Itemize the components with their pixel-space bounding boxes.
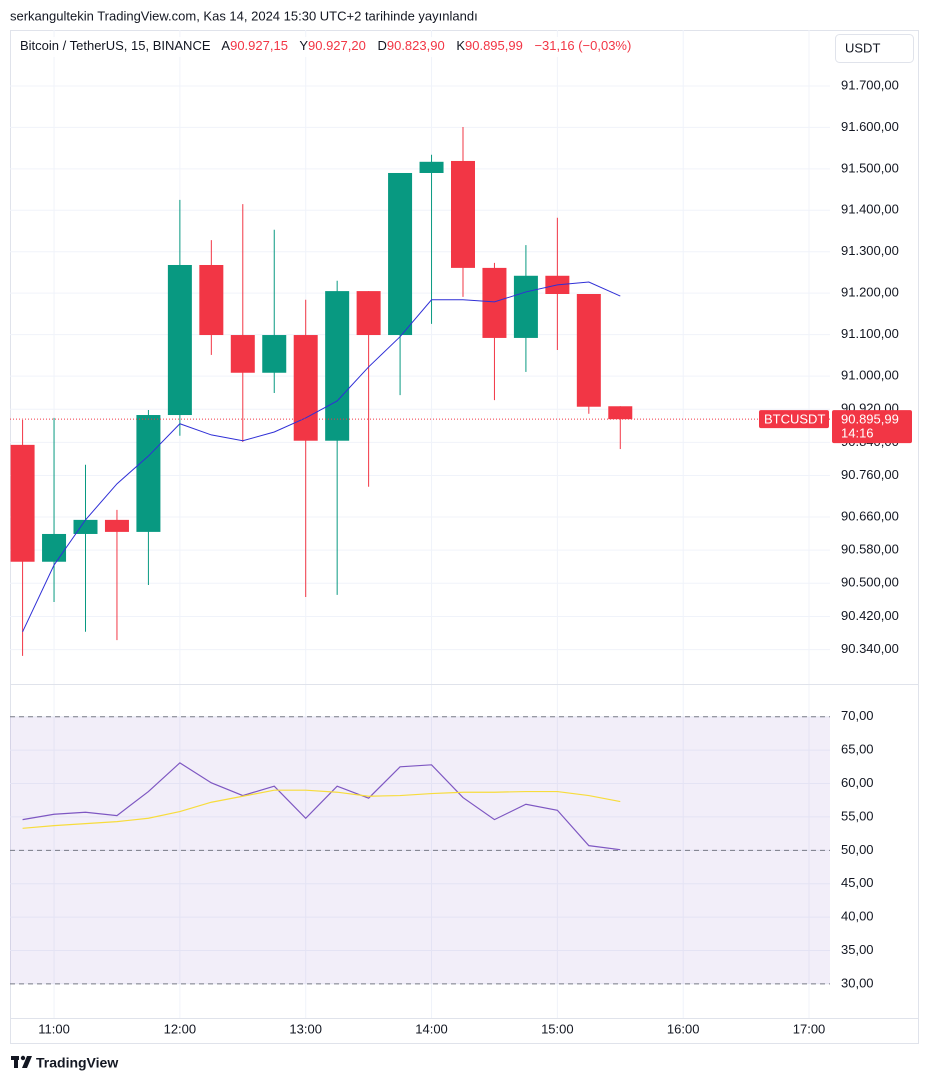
y-tick-label: 91.400,00	[841, 202, 899, 217]
y-tick-label: 91.500,00	[841, 160, 899, 175]
candle-body	[73, 519, 98, 534]
legend-value: 90.927,15	[230, 38, 288, 53]
y-tick-label: 91.100,00	[841, 326, 899, 341]
y-tick-label: 91.300,00	[841, 243, 899, 258]
legend-key: K	[456, 38, 465, 53]
candle-body	[10, 444, 35, 562]
candle-body	[450, 160, 475, 268]
mark-layer	[10, 126, 830, 851]
candle-body	[199, 264, 224, 336]
candle-body	[167, 264, 192, 416]
line-series	[22, 281, 621, 632]
line-series	[22, 762, 621, 851]
y-tick-label: 90.760,00	[841, 467, 899, 482]
y-tick-label: 65,00	[841, 742, 874, 757]
legend-key: D	[377, 38, 386, 53]
symbol-label: BTCUSDT	[764, 412, 825, 427]
y-tick-label: 90.420,00	[841, 608, 899, 623]
y-tick-label: 90.340,00	[841, 641, 899, 656]
logo-text: TradingView	[36, 1055, 118, 1071]
candle-body	[230, 335, 255, 373]
y-tick-label: 30,00	[841, 975, 874, 990]
legend-value: 90.927,20	[308, 38, 366, 53]
candle-body	[136, 415, 161, 532]
x-tick-label: 16:00	[667, 1021, 700, 1036]
published-note: serkangultekin TradingView.com, Kas 14, …	[10, 8, 478, 23]
y-tick-label: 55,00	[841, 808, 874, 823]
y-tick-label: 70,00	[841, 708, 874, 723]
line-series	[22, 789, 621, 829]
candle-body	[42, 533, 67, 562]
legend-bg	[12, 37, 652, 57]
legend-value: 90.823,90	[387, 38, 445, 53]
x-tick-label: 15:00	[541, 1021, 574, 1036]
y-tick-label: 35,00	[841, 942, 874, 957]
price-label-bg	[832, 410, 912, 444]
legend-title: Bitcoin / TetherUS, 15, BINANCE	[20, 38, 211, 53]
x-tick-label: 11:00	[38, 1021, 70, 1036]
y-tick-label: 60,00	[841, 775, 874, 790]
candle-body	[356, 291, 381, 336]
grid-layer	[10, 30, 830, 1018]
legend-change: −31,16 (−0,03%)	[534, 38, 631, 53]
legend: Bitcoin / TetherUS, 15, BINANCE A90.927,…	[20, 38, 631, 53]
x-tick-label: 13:00	[289, 1021, 322, 1036]
y-tick-label: 91.200,00	[841, 285, 899, 300]
currency-button[interactable]	[835, 34, 914, 63]
y-tick-label: 91.600,00	[841, 119, 899, 134]
logo-icon	[11, 1055, 32, 1068]
y-tick-label: 40,00	[841, 909, 874, 924]
plot-layer: 91.700,00 91.600,00 91.500,00 91.400,00 91.3…	[10, 30, 899, 1036]
y-tick-label: 45,00	[841, 875, 874, 890]
legend-value: 90.895,99	[465, 38, 523, 53]
legend-key: Y	[299, 38, 308, 53]
y-tick-label: 91.000,00	[841, 368, 899, 383]
x-tick-label: 14:00	[415, 1021, 448, 1036]
currency-label: USDT	[845, 40, 880, 55]
legend-key: A	[221, 38, 230, 53]
candle-body	[482, 267, 507, 338]
candle-body	[419, 161, 444, 173]
countdown-label: 14:16	[841, 426, 874, 441]
frame	[10, 30, 919, 1044]
candle-body	[262, 335, 287, 373]
candle-body	[576, 294, 601, 407]
y-tick-label: 50,00	[841, 842, 874, 857]
candle-body	[513, 275, 538, 338]
y-tick-label: 90.580,00	[841, 542, 899, 557]
y-tick-label: 91.700,00	[841, 77, 899, 92]
x-tick-label: 12:00	[164, 1021, 197, 1036]
candle-body	[293, 335, 318, 441]
symbol-label-bg	[759, 410, 829, 429]
y-tick-label: 90.500,00	[841, 575, 899, 590]
x-tick-label: 17:00	[793, 1021, 826, 1036]
y-tick-label: 90.660,00	[841, 508, 899, 523]
candle-body	[608, 406, 633, 420]
candle-body	[388, 172, 413, 336]
candle-body	[104, 519, 129, 532]
price-label: 90.895,99	[841, 412, 899, 427]
candle-body	[325, 291, 350, 441]
